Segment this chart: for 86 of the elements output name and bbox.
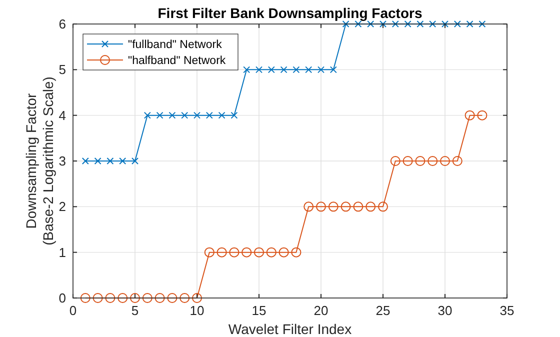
point bbox=[92, 293, 103, 303]
point bbox=[130, 293, 140, 303]
point bbox=[254, 247, 264, 258]
point bbox=[82, 158, 89, 164]
point bbox=[342, 20, 350, 28]
point bbox=[354, 20, 362, 28]
point bbox=[454, 20, 461, 28]
point bbox=[105, 293, 116, 303]
point bbox=[440, 156, 450, 166]
point bbox=[415, 156, 426, 166]
point bbox=[119, 158, 126, 164]
point bbox=[194, 112, 200, 119]
point bbox=[291, 247, 302, 258]
point bbox=[230, 112, 238, 119]
point bbox=[266, 247, 276, 258]
x-axis-title: Wavelet Filter Index bbox=[228, 321, 352, 337]
point bbox=[168, 112, 176, 119]
y-tick-label: 0 bbox=[58, 290, 66, 306]
point bbox=[216, 247, 227, 258]
legend-label: "halfband" Network bbox=[128, 55, 226, 67]
y-tick-label: 2 bbox=[58, 199, 66, 214]
point bbox=[452, 156, 462, 166]
point bbox=[477, 110, 488, 120]
point bbox=[256, 66, 262, 74]
y-axis-title: Downsampling Factor (Base-2 Logarithmic Scale) bbox=[23, 76, 56, 246]
point bbox=[366, 202, 376, 212]
x-tick-label: 35 bbox=[500, 303, 514, 318]
point bbox=[192, 293, 202, 303]
point bbox=[292, 66, 300, 74]
point bbox=[378, 202, 388, 212]
point bbox=[80, 293, 90, 303]
y-tick-label: 1 bbox=[58, 244, 66, 260]
legend-label: "fullband" Network bbox=[128, 39, 222, 51]
point bbox=[305, 66, 312, 74]
point bbox=[132, 158, 138, 164]
point bbox=[106, 158, 114, 164]
point bbox=[118, 293, 128, 303]
x-tick-label: 30 bbox=[438, 303, 452, 318]
point bbox=[144, 112, 151, 119]
point bbox=[316, 202, 326, 212]
point bbox=[229, 247, 240, 258]
point bbox=[328, 202, 338, 212]
y-tick-label: 3 bbox=[58, 154, 66, 168]
point bbox=[318, 66, 324, 74]
point bbox=[428, 156, 438, 166]
point bbox=[429, 20, 436, 28]
point bbox=[442, 20, 448, 28]
point bbox=[278, 247, 289, 258]
point bbox=[180, 293, 190, 303]
y-tick-label: 4 bbox=[58, 108, 66, 123]
point bbox=[464, 110, 475, 120]
point bbox=[390, 156, 400, 166]
point bbox=[478, 20, 486, 28]
point bbox=[268, 66, 275, 74]
point bbox=[367, 20, 374, 28]
x-tick-label: 20 bbox=[314, 303, 328, 318]
point bbox=[402, 156, 413, 166]
point bbox=[280, 66, 288, 74]
point bbox=[206, 112, 213, 119]
point bbox=[380, 20, 386, 28]
point bbox=[154, 293, 165, 303]
point bbox=[416, 20, 424, 28]
x-tick-label: 5 bbox=[131, 303, 139, 318]
x-tick-label: 15 bbox=[252, 303, 266, 318]
x-tick-label: 0 bbox=[69, 303, 77, 318]
point bbox=[330, 66, 337, 74]
point bbox=[142, 293, 152, 303]
x-tick-label: 25 bbox=[376, 303, 390, 318]
chart-title: First Filter Bank Downsampling Factors bbox=[158, 5, 422, 21]
point bbox=[204, 247, 214, 258]
point bbox=[404, 20, 412, 28]
point bbox=[243, 66, 250, 74]
point bbox=[156, 112, 164, 119]
point bbox=[466, 20, 474, 28]
point bbox=[340, 202, 351, 212]
point bbox=[304, 202, 314, 212]
point bbox=[94, 158, 102, 164]
point bbox=[392, 20, 399, 28]
point bbox=[353, 202, 364, 212]
point bbox=[181, 112, 188, 119]
point bbox=[242, 247, 252, 258]
point bbox=[218, 112, 226, 119]
x-tick-label: 10 bbox=[190, 303, 204, 318]
y-tick-label: 5 bbox=[58, 62, 66, 78]
y-tick-label: 6 bbox=[58, 16, 66, 32]
point bbox=[167, 293, 178, 303]
